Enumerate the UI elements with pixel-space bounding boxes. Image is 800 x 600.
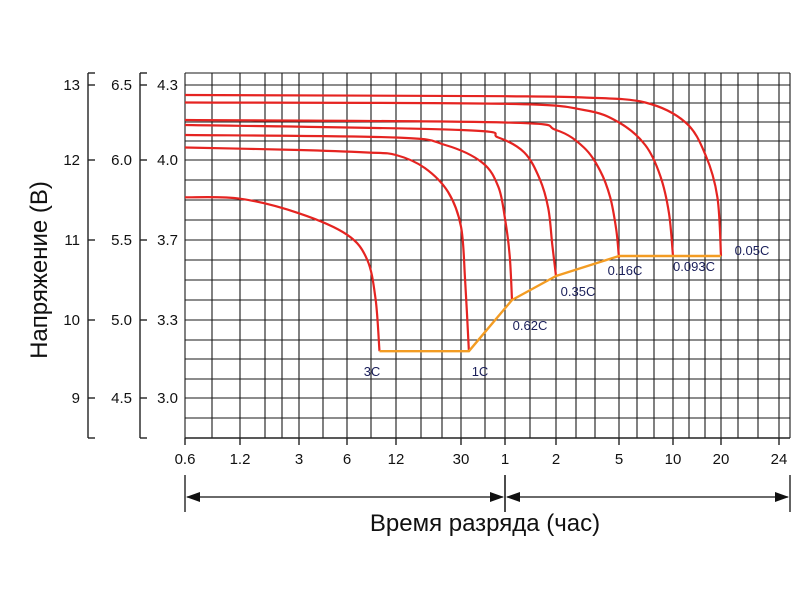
y-tick-label: 6.5 bbox=[111, 77, 132, 94]
x-axis: 0.6 1.2 3 6 12 30 1 2 5 10 20 24 bbox=[175, 437, 790, 468]
y-tick-label: 3.3 bbox=[157, 312, 178, 329]
y-axis-title: Напряжение (В) bbox=[26, 181, 53, 359]
end-voltage-line bbox=[379, 254, 721, 353]
arrow-head-right bbox=[490, 492, 504, 502]
y-tick-label: 12 bbox=[63, 152, 80, 169]
x-tick-label: 5 bbox=[615, 451, 623, 468]
x-tick-label: 24 bbox=[771, 451, 788, 468]
curve-0_093C bbox=[184, 101, 675, 257]
arrow-head-left bbox=[186, 492, 200, 502]
y-tick-label: 5.5 bbox=[111, 232, 132, 249]
curve-3C bbox=[184, 196, 381, 352]
time-range-arrows bbox=[184, 475, 791, 512]
curve-0_16C bbox=[184, 118, 621, 259]
rate-labels: 3C 1C 0.62C 0.35C 0.16C 0.093C 0.05C bbox=[364, 243, 770, 379]
curve-0_35C bbox=[184, 123, 558, 277]
end-voltage-polyline bbox=[379, 254, 721, 353]
x-tick-label: 30 bbox=[453, 451, 470, 468]
rate-label-0_62C: 0.62C bbox=[513, 318, 548, 333]
discharge-curves bbox=[184, 93, 723, 352]
rate-label-1C: 1C bbox=[472, 364, 489, 379]
y-tick-label: 4.5 bbox=[111, 390, 132, 407]
y-tick-label: 13 bbox=[63, 77, 80, 94]
y-tick-label: 3.7 bbox=[157, 232, 178, 249]
x-tick-label: 12 bbox=[388, 451, 405, 468]
x-tick-label: 1.2 bbox=[230, 451, 251, 468]
y-axes: 13 12 11 10 9 6.5 6.0 5.5 5.0 4.5 4.3 4.0 3.7 3.3 3.0 bbox=[63, 72, 178, 439]
arrow-head-right bbox=[775, 492, 789, 502]
y-tick-label: 4.0 bbox=[157, 152, 178, 169]
x-tick-label: 6 bbox=[343, 451, 351, 468]
rate-label-0_16C: 0.16C bbox=[608, 263, 643, 278]
x-tick-label: 2 bbox=[552, 451, 560, 468]
y-tick-label: 5.0 bbox=[111, 312, 132, 329]
arrow-head-left bbox=[506, 492, 520, 502]
curve-1C bbox=[184, 146, 470, 352]
rate-label-0_093C: 0.093C bbox=[673, 259, 715, 274]
curve-0_62C bbox=[184, 133, 514, 301]
x-tick-label: 1 bbox=[501, 451, 509, 468]
rate-label-0_05C: 0.05C bbox=[735, 243, 770, 258]
y-tick-label: 3.0 bbox=[157, 390, 178, 407]
y-tick-label: 4.3 bbox=[157, 77, 178, 94]
x-tick-label: 10 bbox=[665, 451, 682, 468]
y-tick-label: 9 bbox=[72, 390, 80, 407]
rate-label-3C: 3C bbox=[364, 364, 381, 379]
x-tick-label: 20 bbox=[713, 451, 730, 468]
x-tick-label: 0.6 bbox=[175, 451, 196, 468]
rate-label-0_35C: 0.35C bbox=[561, 284, 596, 299]
y-tick-label: 11 bbox=[64, 232, 80, 249]
curve-0_05C bbox=[184, 93, 723, 257]
y-tick-label: 10 bbox=[63, 312, 80, 329]
plot-grid bbox=[184, 72, 791, 439]
x-axis-title: Время разряда (час) bbox=[370, 510, 600, 537]
y-tick-label: 6.0 bbox=[111, 152, 132, 169]
x-tick-label: 3 bbox=[295, 451, 303, 468]
